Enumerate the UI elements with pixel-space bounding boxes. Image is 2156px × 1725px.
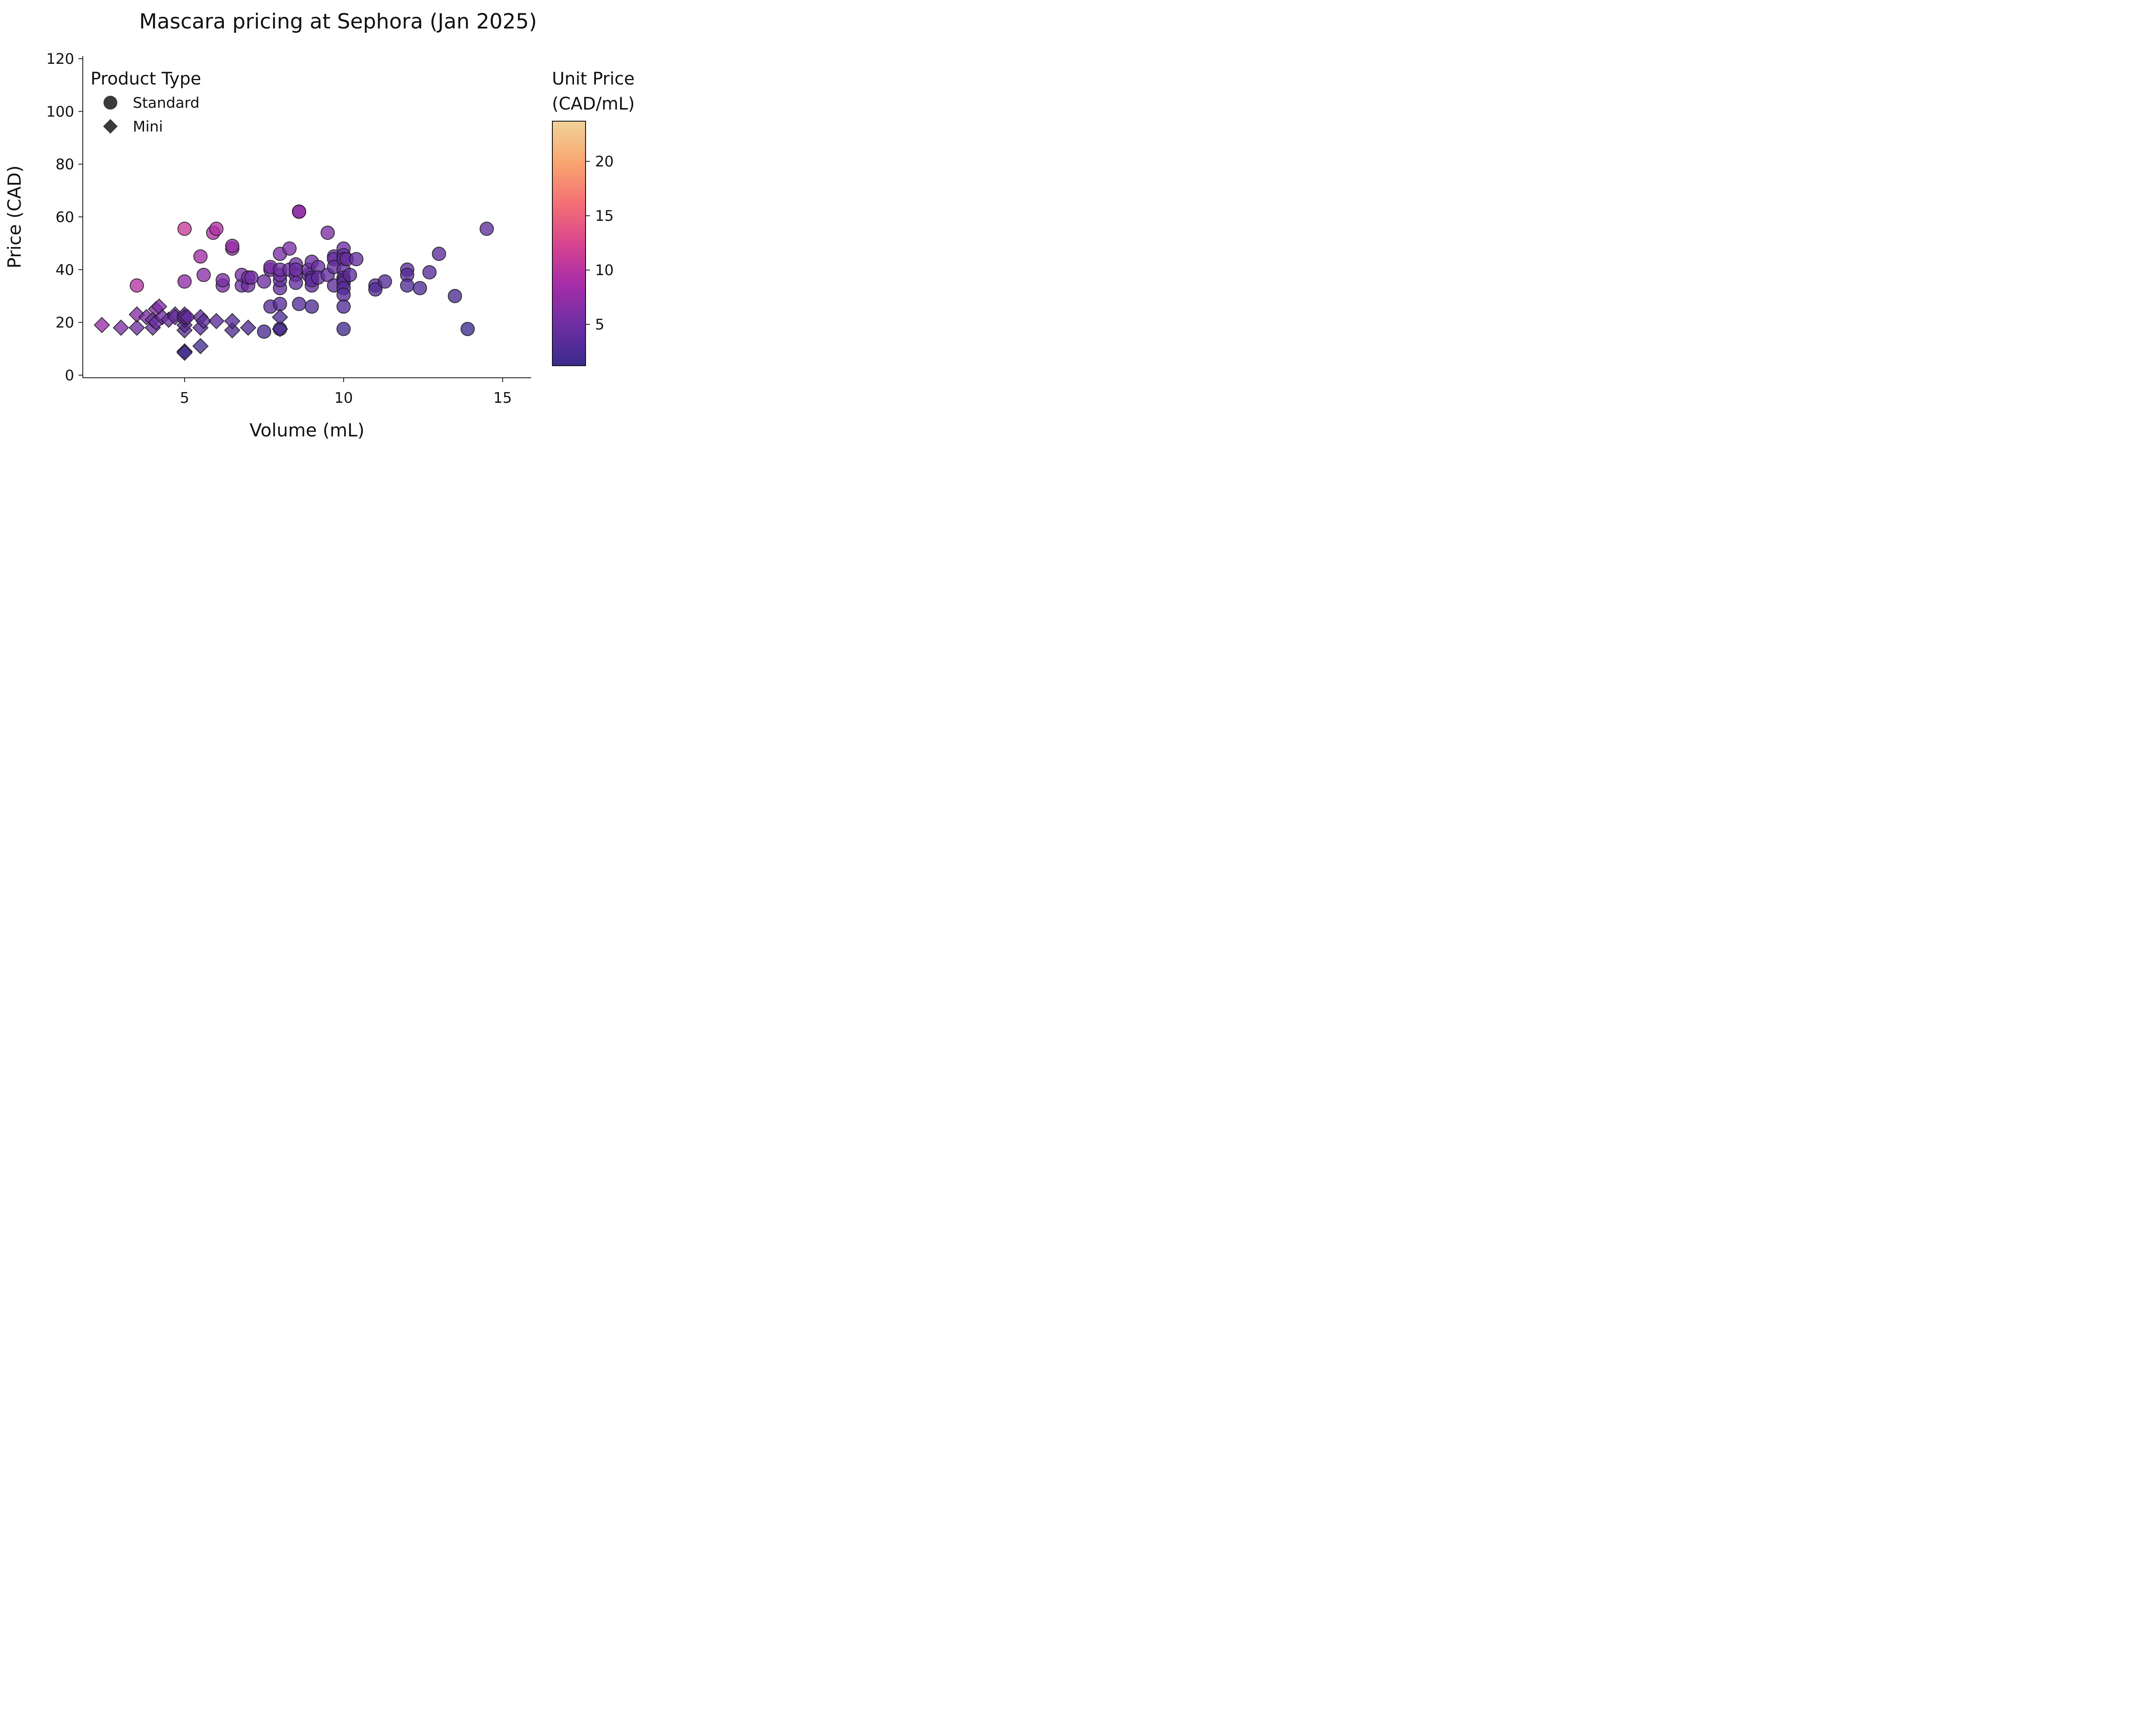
standard-point [257, 274, 271, 289]
colorbar-title-line-1: Unit Price [552, 69, 635, 89]
y-tick-label: 40 [56, 261, 74, 279]
standard-point [282, 241, 297, 256]
y-tick-label: 0 [65, 367, 74, 384]
x-tick-label: 5 [180, 389, 189, 407]
y-ticks: 0 20 40 60 80 100 120 [46, 50, 83, 384]
mini-point [176, 344, 193, 361]
standard-point [368, 282, 383, 297]
legend-label-standard: Standard [133, 94, 200, 112]
mascara-scatter-chart: Mascara pricing at Sephora (Jan 2025) 5 1… [4, 9, 635, 441]
mini-point [208, 313, 225, 329]
standard-point [177, 274, 192, 289]
colorbar-title-line-2: (CAD/mL) [552, 94, 635, 114]
legend: Product Type Standard Mini [91, 69, 201, 135]
standard-point [244, 270, 259, 285]
standard-point [378, 274, 392, 289]
standard-point [288, 276, 303, 290]
standard-point [320, 226, 335, 240]
mini-point [224, 322, 241, 339]
mini-point [128, 319, 145, 336]
colorbar-tick-label: 5 [595, 316, 605, 333]
x-tick-label: 10 [334, 389, 353, 407]
standard-point [460, 322, 475, 336]
y-tick-label: 120 [46, 50, 74, 68]
standard-point [336, 287, 351, 302]
standard-point [336, 299, 351, 314]
standard-point [336, 322, 351, 336]
mini-point [240, 319, 257, 336]
x-ticks: 5 10 15 [180, 378, 512, 407]
colorbar-gradient [552, 121, 586, 366]
mini-point [272, 320, 288, 337]
standard-point [288, 262, 303, 277]
chart-title: Mascara pricing at Sephora (Jan 2025) [139, 9, 537, 34]
standard-point [196, 268, 211, 282]
standard-point [209, 222, 224, 236]
legend-label-mini: Mini [133, 118, 163, 135]
legend-diamond-marker [103, 119, 118, 134]
mini-point [192, 338, 209, 354]
standard-point [273, 297, 287, 311]
standard-point [304, 299, 319, 314]
standard-point [432, 247, 446, 261]
standard-point [479, 222, 494, 236]
standard-point [422, 265, 437, 279]
mini-point [113, 319, 129, 336]
colorbar-tick-label: 15 [595, 207, 614, 225]
standard-point [400, 278, 414, 293]
mini-point [179, 309, 196, 326]
colorbar-tick-label: 10 [595, 262, 614, 279]
y-tick-label: 60 [56, 209, 74, 226]
standard-point [177, 222, 192, 236]
standard-point [343, 268, 357, 282]
standard-point [349, 252, 364, 267]
y-tick-label: 20 [56, 314, 74, 332]
colorbar-tick-label: 20 [595, 153, 614, 170]
standard-point [216, 273, 230, 288]
y-axis-label: Price (CAD) [4, 166, 25, 269]
standard-point [193, 249, 208, 264]
plot-area: 5 10 15 0 20 40 60 80 100 120 [46, 50, 531, 407]
standard-point [225, 238, 240, 253]
colorbar: Unit Price (CAD/mL) 5 10 15 20 [552, 69, 635, 366]
legend-circle-marker [103, 96, 117, 110]
standard-point [129, 278, 144, 293]
standard-point [413, 281, 427, 295]
y-tick-label: 100 [46, 103, 74, 120]
mini-point [94, 317, 110, 333]
x-axis-label: Volume (mL) [250, 420, 365, 441]
legend-title: Product Type [91, 69, 201, 89]
mini-point [195, 313, 212, 329]
mini-point [272, 309, 288, 326]
x-tick-label: 15 [493, 389, 512, 407]
y-tick-label: 80 [56, 156, 74, 173]
standard-point [257, 324, 271, 339]
standard-point [292, 297, 307, 311]
mini-point [224, 313, 241, 329]
data-points [94, 204, 494, 361]
standard-point [292, 204, 307, 219]
standard-point [448, 289, 462, 303]
colorbar-ticks: 5 10 15 20 [586, 153, 614, 333]
